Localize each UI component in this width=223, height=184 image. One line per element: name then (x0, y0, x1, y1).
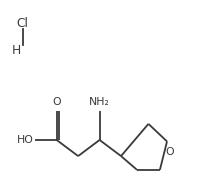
Text: Cl: Cl (16, 17, 28, 30)
Text: NH₂: NH₂ (89, 97, 110, 107)
Text: O: O (165, 147, 174, 157)
Text: H: H (11, 44, 21, 57)
Text: O: O (52, 97, 61, 107)
Text: HO: HO (17, 135, 34, 145)
